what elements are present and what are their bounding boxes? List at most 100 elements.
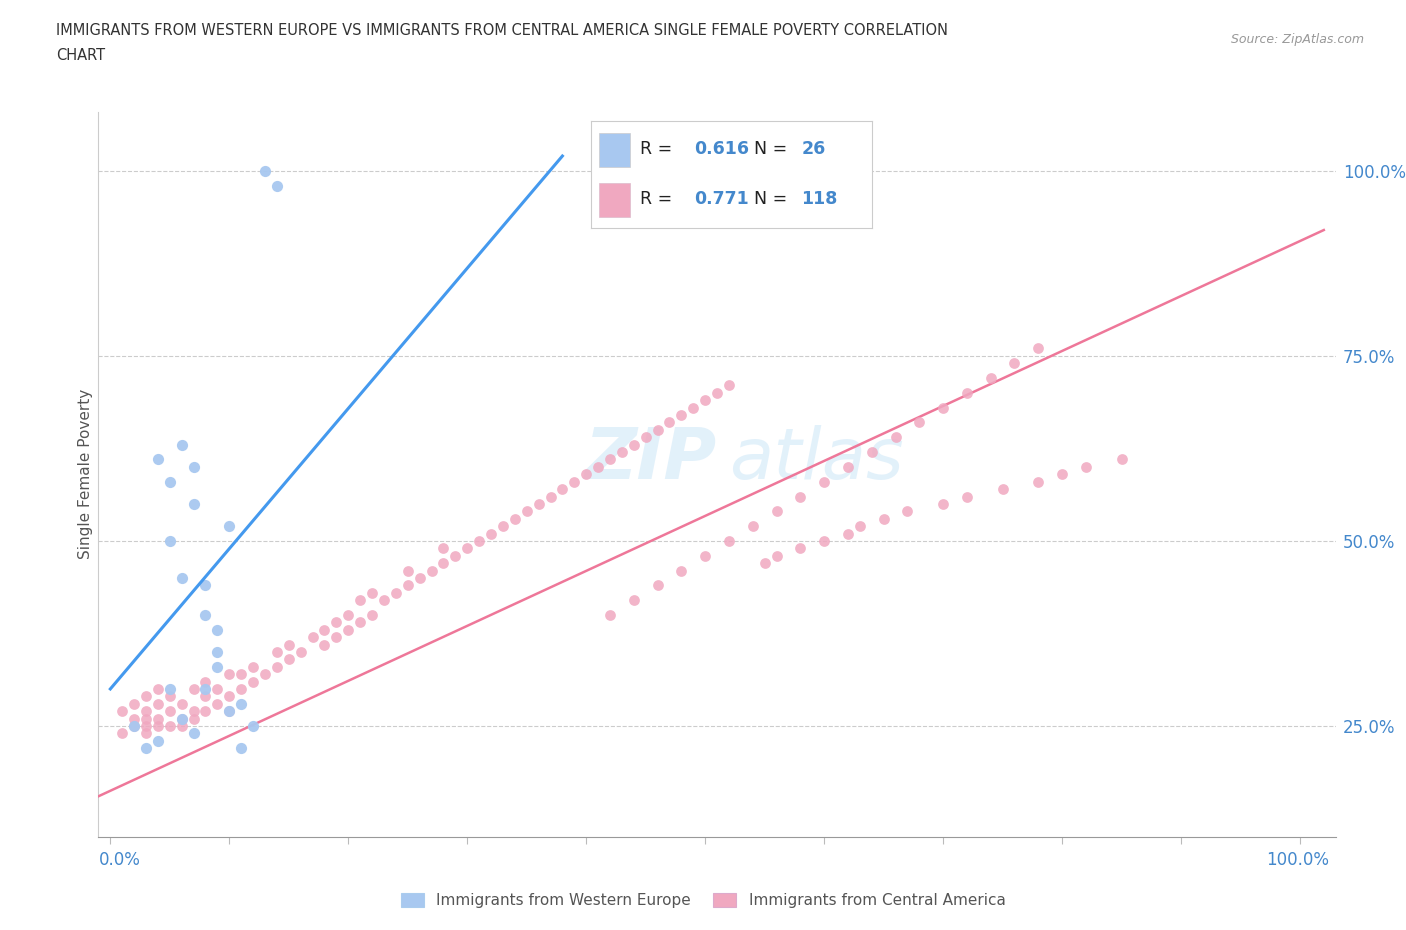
Point: [586, 459, 609, 474]
Point: [159, 689, 181, 704]
Point: [183, 682, 205, 697]
Point: [301, 630, 323, 644]
Point: [135, 704, 157, 719]
Point: [634, 430, 657, 445]
Point: [218, 519, 240, 534]
Point: [1026, 474, 1049, 489]
Point: [516, 504, 538, 519]
Point: [277, 637, 299, 652]
Point: [146, 682, 169, 697]
Point: [813, 474, 835, 489]
Point: [991, 482, 1014, 497]
Point: [170, 697, 193, 711]
Point: [695, 392, 717, 407]
Point: [218, 667, 240, 682]
Point: [122, 719, 145, 734]
Point: [432, 556, 454, 571]
Point: [647, 422, 669, 437]
Point: [754, 556, 776, 571]
Point: [159, 719, 181, 734]
FancyBboxPatch shape: [599, 183, 630, 218]
Point: [183, 459, 205, 474]
Point: [146, 719, 169, 734]
Point: [170, 719, 193, 734]
Point: [135, 719, 157, 734]
Point: [741, 519, 763, 534]
Point: [207, 682, 229, 697]
Point: [813, 534, 835, 549]
Point: [183, 704, 205, 719]
Point: [135, 711, 157, 726]
Point: [1074, 459, 1097, 474]
Point: [575, 467, 598, 482]
Text: atlas: atlas: [730, 425, 904, 494]
Point: [872, 512, 894, 526]
Point: [765, 549, 787, 564]
Point: [314, 637, 336, 652]
Point: [623, 437, 645, 452]
Point: [159, 534, 181, 549]
Point: [231, 682, 253, 697]
Text: 118: 118: [801, 190, 838, 208]
Point: [479, 526, 502, 541]
Point: [122, 719, 145, 734]
Point: [908, 415, 931, 430]
Point: [432, 541, 454, 556]
Point: [385, 585, 408, 600]
Point: [183, 711, 205, 726]
Text: 0.0%: 0.0%: [98, 851, 141, 870]
Point: [789, 541, 811, 556]
Point: [396, 563, 419, 578]
Point: [671, 563, 693, 578]
Point: [266, 644, 288, 659]
Point: [266, 659, 288, 674]
Point: [396, 578, 419, 592]
Point: [647, 578, 669, 592]
Point: [194, 607, 217, 622]
Point: [194, 689, 217, 704]
Point: [717, 378, 740, 392]
Point: [183, 726, 205, 741]
Point: [122, 711, 145, 726]
Point: [325, 615, 347, 630]
Point: [159, 704, 181, 719]
Point: [765, 504, 787, 519]
Text: 26: 26: [801, 140, 825, 158]
Point: [789, 489, 811, 504]
Point: [706, 385, 728, 400]
Point: [492, 519, 515, 534]
Text: 0.771: 0.771: [695, 190, 749, 208]
Point: [146, 697, 169, 711]
Point: [610, 445, 633, 459]
Point: [314, 622, 336, 637]
Text: Source: ZipAtlas.com: Source: ZipAtlas.com: [1230, 33, 1364, 46]
Point: [1111, 452, 1133, 467]
Point: [170, 570, 193, 585]
Point: [159, 682, 181, 697]
Point: [231, 697, 253, 711]
Point: [671, 407, 693, 422]
Point: [932, 400, 955, 415]
Point: [408, 570, 430, 585]
Point: [231, 667, 253, 682]
Point: [325, 630, 347, 644]
Point: [170, 711, 193, 726]
Point: [562, 474, 585, 489]
Text: IMMIGRANTS FROM WESTERN EUROPE VS IMMIGRANTS FROM CENTRAL AMERICA SINGLE FEMALE : IMMIGRANTS FROM WESTERN EUROPE VS IMMIGR…: [56, 23, 948, 38]
Y-axis label: Single Female Poverty: Single Female Poverty: [77, 389, 93, 560]
Point: [444, 549, 467, 564]
Point: [373, 592, 395, 607]
Point: [349, 592, 371, 607]
Point: [194, 704, 217, 719]
Point: [253, 164, 276, 179]
Point: [956, 385, 979, 400]
Point: [135, 689, 157, 704]
Point: [277, 652, 299, 667]
Point: [146, 734, 169, 749]
Point: [207, 622, 229, 637]
Point: [146, 452, 169, 467]
Point: [170, 711, 193, 726]
Point: [207, 644, 229, 659]
Point: [218, 689, 240, 704]
Point: [503, 512, 526, 526]
